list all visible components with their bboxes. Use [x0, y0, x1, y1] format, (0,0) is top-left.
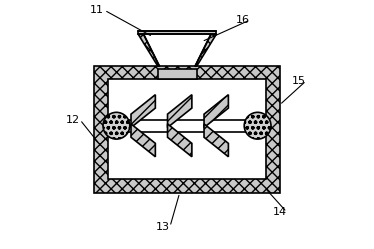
Bar — [158, 69, 197, 79]
Polygon shape — [204, 124, 229, 157]
Text: 13: 13 — [156, 222, 170, 232]
Polygon shape — [168, 95, 192, 127]
Polygon shape — [138, 34, 159, 66]
Text: 14: 14 — [272, 207, 286, 217]
Bar — [108, 79, 266, 179]
Bar — [95, 66, 279, 193]
Polygon shape — [168, 124, 192, 157]
Text: 16: 16 — [236, 15, 250, 25]
Polygon shape — [204, 95, 229, 127]
Polygon shape — [131, 95, 155, 127]
Circle shape — [103, 112, 130, 139]
Text: 15: 15 — [292, 76, 306, 86]
Bar — [116, 120, 258, 132]
Polygon shape — [131, 124, 155, 157]
Circle shape — [244, 112, 271, 139]
Polygon shape — [195, 34, 216, 66]
Text: 11: 11 — [90, 5, 104, 15]
Text: 12: 12 — [65, 115, 80, 125]
Bar — [138, 31, 216, 34]
